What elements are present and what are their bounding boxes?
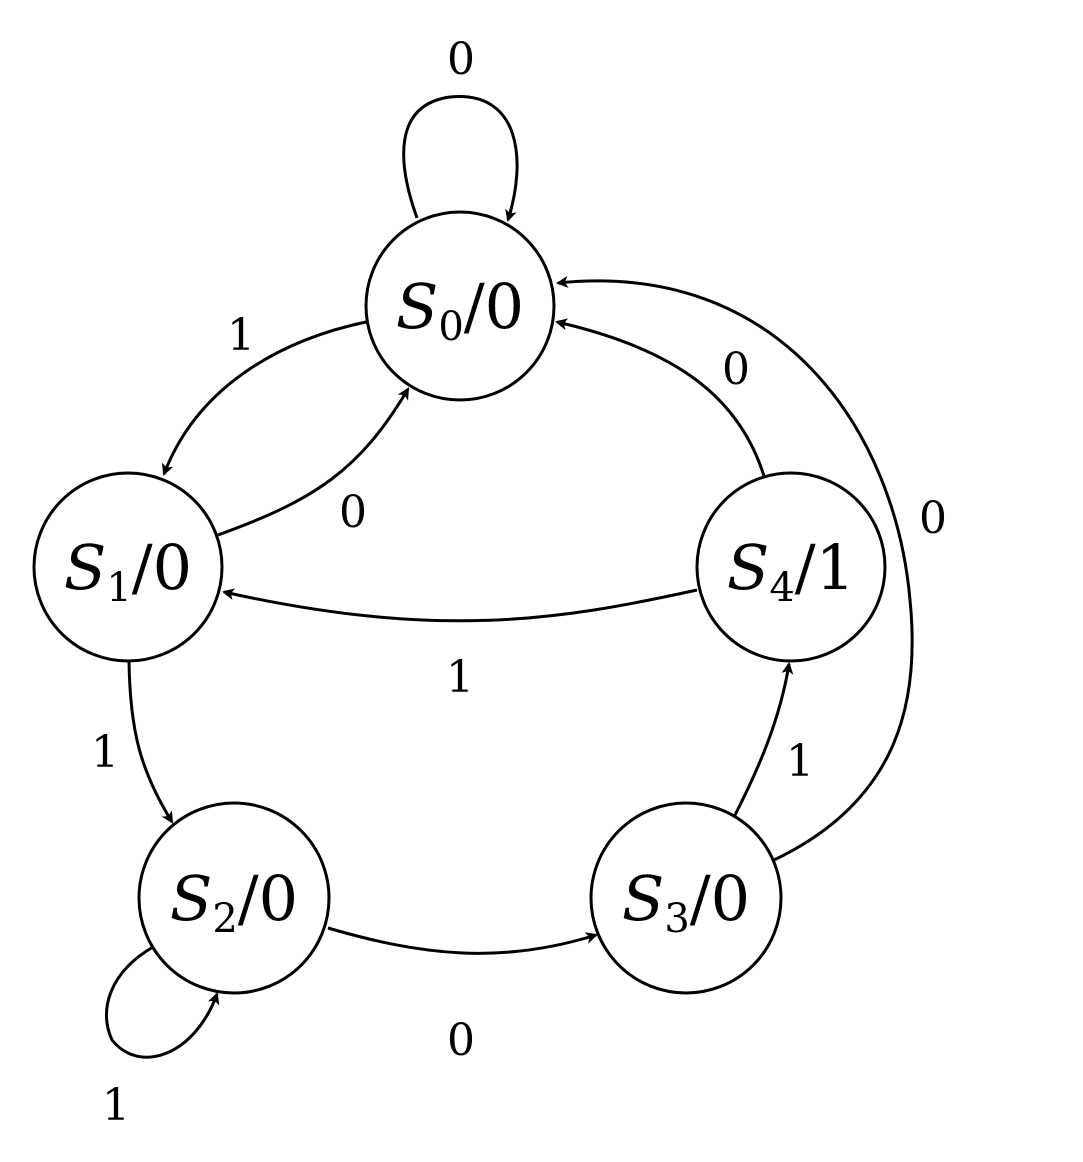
transition-s0-s0 bbox=[402, 95, 519, 222]
transition-s4-s0 bbox=[555, 318, 766, 477]
transition-s2-s3 bbox=[327, 926, 598, 955]
transition-s1-s0 bbox=[217, 387, 410, 537]
svg-text:S2/0: S2/0 bbox=[170, 862, 298, 942]
transition-s0-s1 bbox=[161, 320, 367, 476]
label-s1-s2: 1 bbox=[91, 727, 119, 778]
transition-s3-s4 bbox=[732, 662, 794, 818]
label-s4-s0: 0 bbox=[722, 344, 750, 395]
label-s3-s4: 1 bbox=[786, 736, 814, 787]
transition-s4-s1 bbox=[222, 588, 698, 623]
label-s4-s1: 1 bbox=[446, 652, 474, 703]
transition-s2-s2 bbox=[104, 945, 220, 1059]
svg-text:S1/0: S1/0 bbox=[64, 531, 192, 611]
state-s1: S1/0 bbox=[32, 471, 224, 663]
label-s1-s0: 0 bbox=[339, 487, 367, 538]
label-s2-s3: 0 bbox=[447, 1015, 475, 1066]
label-s0-s0: 0 bbox=[447, 34, 475, 85]
svg-text:S0/0: S0/0 bbox=[396, 270, 524, 350]
state-s2: S2/0 bbox=[137, 801, 331, 995]
state-s0: S0/0 bbox=[364, 210, 556, 402]
svg-text:S3/0: S3/0 bbox=[622, 862, 750, 942]
label-s3-s0: 0 bbox=[919, 493, 947, 544]
label-s2-s2: 1 bbox=[102, 1080, 130, 1131]
transition-s1-s2 bbox=[127, 660, 174, 824]
state-s3: S3/0 bbox=[589, 801, 783, 995]
state-s4: S4/1 bbox=[695, 471, 887, 663]
transition-s3-s0 bbox=[556, 276, 914, 862]
svg-text:S4/1: S4/1 bbox=[727, 531, 855, 611]
label-s0-s1: 1 bbox=[227, 310, 255, 361]
